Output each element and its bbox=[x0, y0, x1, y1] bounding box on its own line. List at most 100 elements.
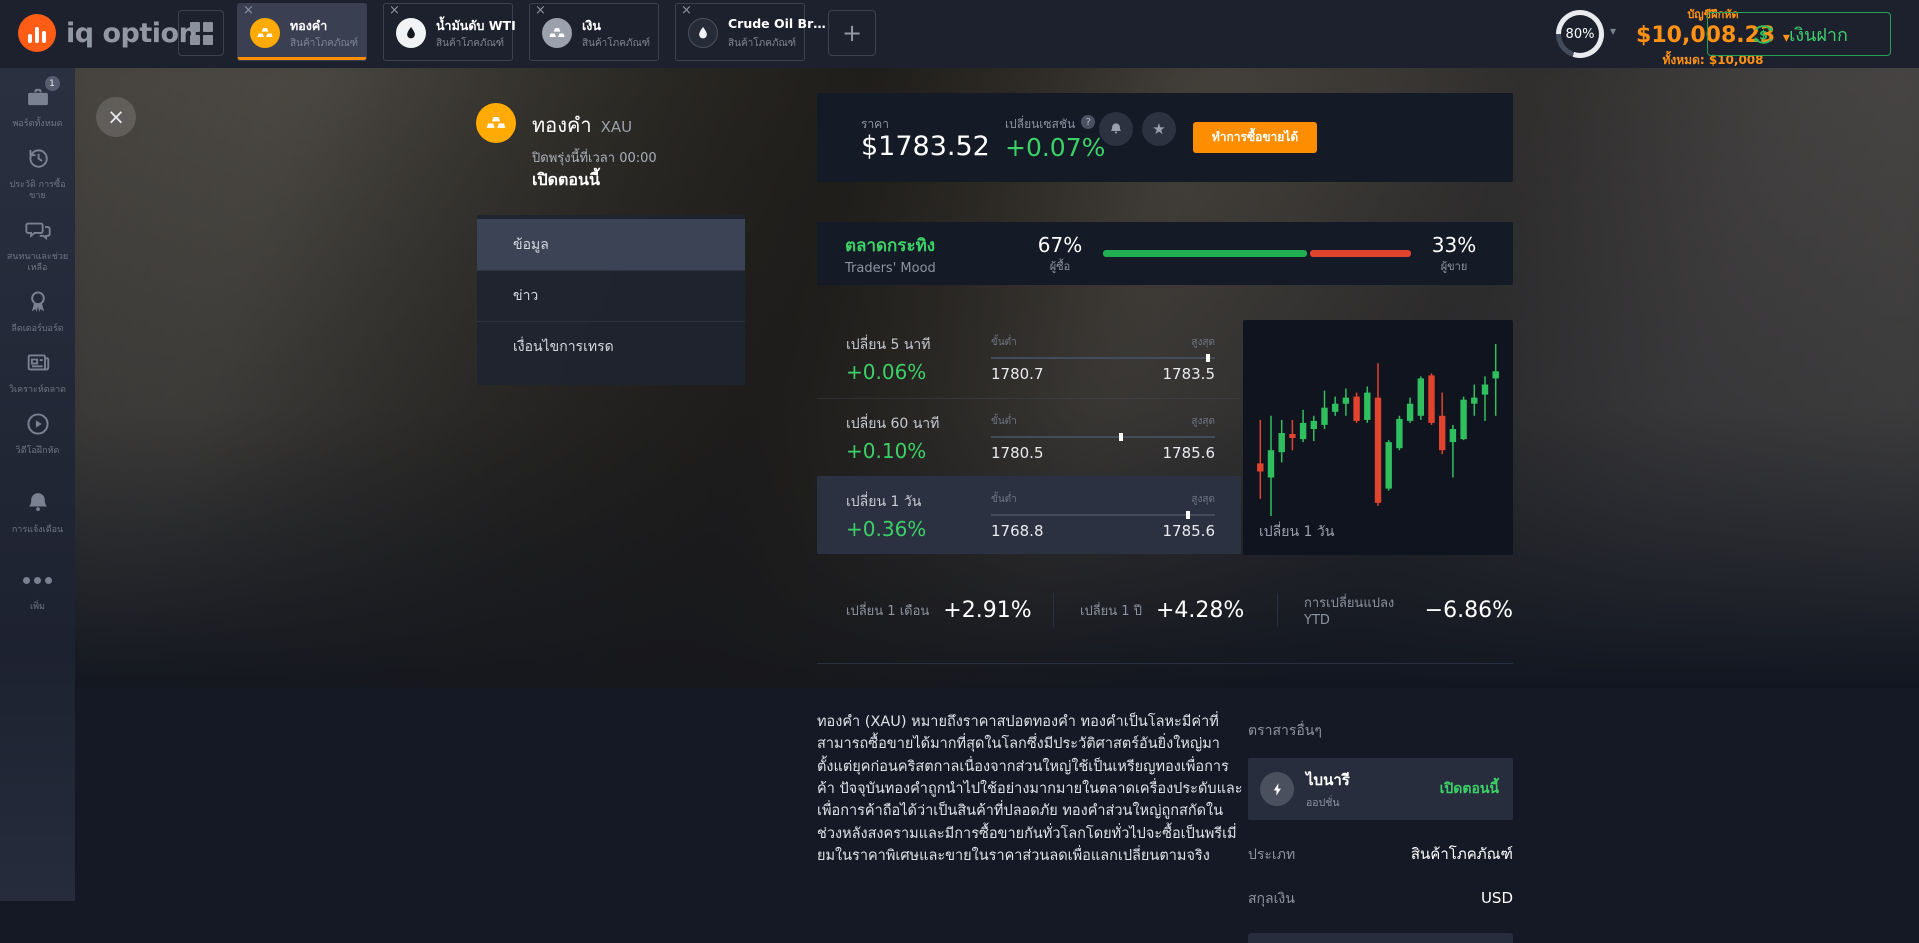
close-icon[interactable]: × bbox=[243, 3, 254, 18]
account-balance[interactable]: บัญชีฝึกหัด $10,008.23 ▾ ทั้งหมด: $10,00… bbox=[1624, 5, 1802, 70]
other-instruments: ตราสารอื่นๆ ไบนารี ออปชั่น เปิดตอนนี้ ปร… bbox=[1248, 720, 1513, 943]
range-marker bbox=[1118, 432, 1123, 441]
logo-text: iq option bbox=[66, 17, 198, 49]
sidebar-item-leaderboard[interactable]: ลีดเดอร์บอร์ด bbox=[0, 287, 75, 335]
help-icon[interactable]: ? bbox=[1081, 115, 1096, 129]
menu-item-info[interactable]: ข้อมูล bbox=[477, 219, 745, 270]
bell-icon bbox=[24, 488, 52, 518]
change-value: +0.36% bbox=[846, 516, 927, 541]
min-value: 1780.5 bbox=[991, 443, 1044, 462]
change-value: +0.10% bbox=[846, 438, 927, 463]
type-row: ประเภท สินค้าโภคภัณฑ์ bbox=[1248, 845, 1513, 863]
close-icon[interactable]: × bbox=[681, 3, 692, 18]
sidebar-item-market-analysis[interactable]: วิเคราะห์ตลาด bbox=[0, 348, 75, 396]
asset-name: ทองคำ bbox=[532, 113, 592, 137]
sidebar-item-more[interactable]: เพิ่ม bbox=[0, 565, 75, 613]
max-value: 1785.6 bbox=[1162, 521, 1216, 540]
video-play-icon bbox=[24, 409, 52, 439]
tab-title: Crude Oil Br… bbox=[728, 16, 826, 31]
profile-progress-ring[interactable]: 80% bbox=[1556, 10, 1604, 58]
deposit-label: เงินฝาก bbox=[1789, 24, 1848, 46]
menu-item-news[interactable]: ข่าว bbox=[477, 270, 745, 321]
briefcase-icon: 1 bbox=[24, 76, 60, 112]
plus-icon: + bbox=[841, 19, 863, 47]
tab-crude-oil-brent[interactable]: × Crude Oil Br… สินค้าโภคภัณฑ์ bbox=[675, 3, 826, 61]
change-row-1day[interactable]: เปลี่ยน 1 วัน +0.36% ขั้นต่ำ สูงสุด 1768.… bbox=[817, 476, 1241, 554]
session-change-label: เปลี่ยนเซสชัน? bbox=[1005, 115, 1096, 134]
tab-subtitle: สินค้าโภคภัณฑ์ bbox=[728, 38, 797, 49]
sellers-percent: 33% bbox=[1431, 232, 1477, 257]
close-icon: × bbox=[107, 105, 125, 129]
tab-gold[interactable]: × ทองคำ สินค้าโภคภัณฑ์ bbox=[237, 3, 367, 61]
gold-bars-icon bbox=[250, 18, 280, 48]
buyers-percent: 67% bbox=[1037, 232, 1083, 257]
min-value: 1768.8 bbox=[991, 521, 1044, 540]
gold-asset-icon bbox=[476, 103, 516, 143]
close-page-button[interactable]: × bbox=[96, 97, 136, 137]
sidebar-item-chat-support[interactable]: สนทนาและช่วยเหลือ bbox=[0, 215, 75, 274]
sidebar-item-notifications[interactable]: การแจ้งเตือน bbox=[0, 488, 75, 536]
close-icon[interactable]: × bbox=[389, 3, 400, 18]
balance-total: ทั้งหมด: $10,008 bbox=[1662, 53, 1764, 67]
tab-silver[interactable]: × เงิน สินค้าโภคภัณฑ์ bbox=[529, 3, 659, 61]
svg-text:$: $ bbox=[1759, 26, 1768, 41]
dollar-refresh-icon: $ bbox=[1754, 24, 1773, 44]
main-content: × ทองคำ XAU ปิดพรุ่งนี้ที่เวลา 00:00 เปิด… bbox=[75, 68, 1919, 943]
grid-icon bbox=[189, 21, 213, 45]
progress-value: 80% bbox=[1565, 26, 1595, 42]
star-icon: ★ bbox=[1152, 120, 1166, 138]
binary-instrument-card[interactable]: ไบนารี ออปชั่น เปิดตอนนี้ bbox=[1248, 758, 1513, 820]
sidebar-item-portfolio[interactable]: 1 พอร์ตทั้งหมด bbox=[0, 76, 75, 130]
alert-button[interactable] bbox=[1099, 112, 1133, 146]
asset-description: ทองคำ (XAU) หมายถึงราคาสปอตทองคำ ทองคำเป… bbox=[817, 714, 1243, 864]
add-asset-button[interactable]: + bbox=[828, 10, 876, 56]
tab-subtitle: สินค้าโภคภัณฑ์ bbox=[290, 38, 359, 49]
asset-ticker: XAU bbox=[600, 118, 633, 136]
chevron-down-icon[interactable]: ▾ bbox=[1610, 24, 1617, 38]
menu-item-trading-conditions[interactable]: เงื่อนไขการเทรด bbox=[477, 321, 745, 372]
sellers-label: ผู้ขาย bbox=[1440, 259, 1468, 273]
tab-crude-oil-wti[interactable]: × น้ำมันดับ WTI สินค้าโภคภัณฑ์ bbox=[383, 3, 516, 61]
range-marker bbox=[1186, 510, 1191, 519]
deposit-button[interactable]: $ เงินฝาก bbox=[1707, 12, 1891, 56]
instrument-sub: ออปชั่น bbox=[1306, 796, 1340, 809]
range-slider bbox=[991, 432, 1215, 441]
price-label: ราคา bbox=[861, 117, 889, 131]
max-value: 1785.6 bbox=[1162, 443, 1216, 462]
range-slider bbox=[991, 354, 1215, 362]
change-value: +0.06% bbox=[846, 360, 927, 384]
news-icon bbox=[24, 348, 52, 378]
balance-amount: $10,008.23 bbox=[1636, 23, 1776, 48]
min-value: 1780.7 bbox=[991, 365, 1044, 383]
trade-now-button[interactable]: ทำการซื้อขายได้ bbox=[1193, 122, 1317, 153]
candle-chart bbox=[1257, 344, 1499, 516]
close-icon[interactable]: × bbox=[535, 3, 546, 18]
chevron-down-icon[interactable]: ▾ bbox=[1782, 30, 1790, 46]
sidebar-item-video-tutorials[interactable]: วิดีโอฝึกหัด bbox=[0, 409, 75, 457]
oil-drop-icon bbox=[688, 18, 718, 48]
medal-icon bbox=[24, 287, 52, 317]
more-dots-icon bbox=[23, 565, 52, 595]
instrument-name: ไบนารี bbox=[1306, 770, 1350, 789]
next-card-partial[interactable] bbox=[1248, 933, 1513, 943]
chart-panel: เปลี่ยน 1 วัน bbox=[1243, 320, 1513, 555]
currency-row: สกุลเงิน USD bbox=[1248, 889, 1513, 907]
tab-subtitle: สินค้าโภคภัณฑ์ bbox=[436, 38, 505, 49]
change-row-5min: เปลี่ยน 5 นาที +0.06% ขั้นต่ำ สูงสุด 1780… bbox=[846, 337, 1216, 384]
bell-icon bbox=[1110, 123, 1122, 134]
lightning-icon bbox=[1260, 772, 1294, 806]
chat-icon bbox=[24, 215, 52, 245]
asset-menu: ข้อมูล ข่าว เงื่อนไขการเทรด bbox=[477, 215, 745, 385]
favorite-button[interactable]: ★ bbox=[1142, 112, 1176, 146]
asset-grid-button[interactable] bbox=[178, 10, 224, 56]
max-value: 1783.5 bbox=[1162, 365, 1216, 383]
asset-title: ทองคำ XAU bbox=[532, 109, 632, 141]
silver-bars-icon bbox=[542, 18, 572, 48]
range-slider bbox=[991, 510, 1215, 519]
sidebar-item-trade-history[interactable]: ประวัติ การซื้อขาย bbox=[0, 143, 75, 202]
section-divider bbox=[817, 663, 1513, 664]
mood-subtitle: Traders' Mood bbox=[845, 260, 936, 276]
price-panel: ราคา $1783.52 เปลี่ยนเซสชัน? +0.07% ★ ทำ… bbox=[817, 93, 1513, 182]
current-price: $1783.52 bbox=[861, 131, 990, 162]
tab-subtitle: สินค้าโภคภัณฑ์ bbox=[582, 38, 651, 49]
